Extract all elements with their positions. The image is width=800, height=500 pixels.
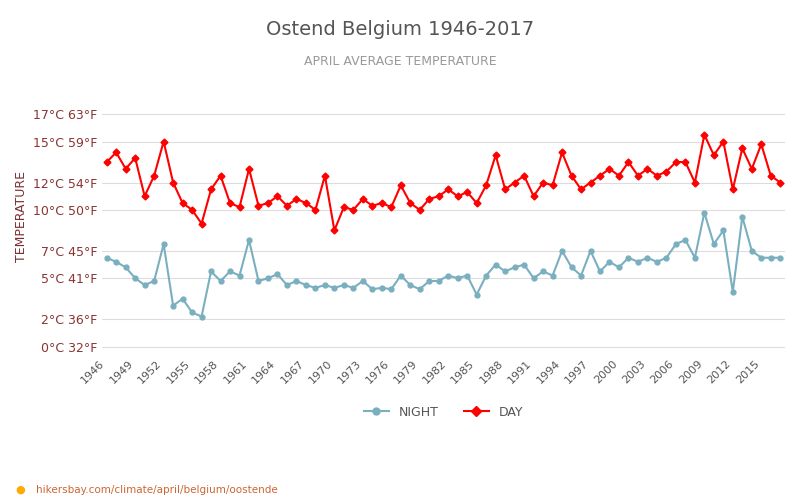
NIGHT: [566, 264, 576, 270]
DAY: [699, 132, 709, 138]
NIGHT: [206, 268, 216, 274]
NIGHT: [775, 254, 785, 260]
NIGHT: [339, 282, 349, 288]
Text: ●: ●: [16, 485, 30, 495]
Text: hikersbay.com/climate/april/belgium/oostende: hikersbay.com/climate/april/belgium/oost…: [36, 485, 278, 495]
NIGHT: [102, 254, 111, 260]
Line: DAY: DAY: [104, 132, 782, 233]
DAY: [538, 180, 548, 186]
DAY: [339, 204, 349, 210]
DAY: [738, 146, 747, 152]
DAY: [566, 172, 576, 178]
Text: APRIL AVERAGE TEMPERATURE: APRIL AVERAGE TEMPERATURE: [304, 55, 496, 68]
DAY: [102, 159, 111, 165]
NIGHT: [738, 214, 747, 220]
DAY: [330, 228, 339, 234]
Line: NIGHT: NIGHT: [104, 210, 782, 319]
NIGHT: [699, 210, 709, 216]
DAY: [775, 180, 785, 186]
NIGHT: [538, 268, 548, 274]
NIGHT: [197, 314, 206, 320]
Y-axis label: TEMPERATURE: TEMPERATURE: [15, 171, 28, 262]
DAY: [491, 152, 501, 158]
NIGHT: [491, 262, 501, 268]
Legend: NIGHT, DAY: NIGHT, DAY: [358, 401, 528, 424]
Text: Ostend Belgium 1946-2017: Ostend Belgium 1946-2017: [266, 20, 534, 39]
DAY: [197, 220, 206, 226]
